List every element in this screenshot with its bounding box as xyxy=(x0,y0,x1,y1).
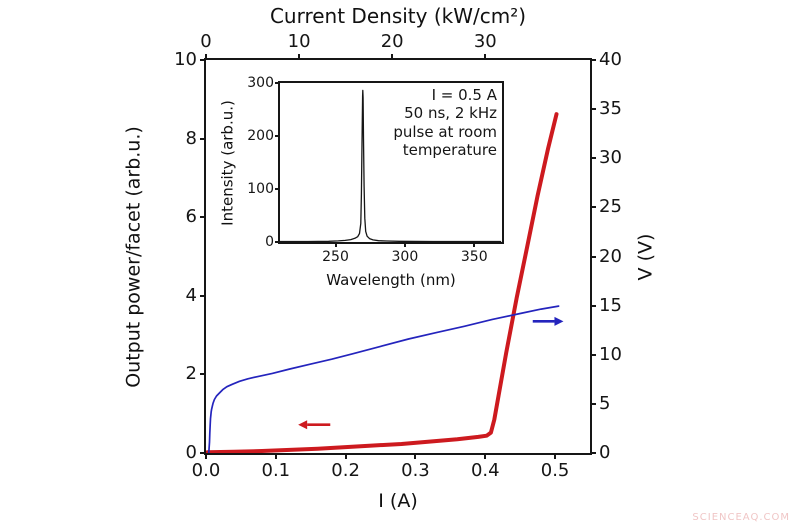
bottom-tick xyxy=(484,453,487,459)
annotation-line-4: temperature xyxy=(402,140,497,159)
left-tick xyxy=(200,452,206,454)
annotation-line-1: I = 0.5 A xyxy=(431,86,497,104)
inset-spectrum-svg xyxy=(280,89,502,242)
left-tick-label: 10 xyxy=(174,49,197,70)
main-plot: Current Density (kW/cm²) I (A) Output po… xyxy=(123,6,657,511)
bottom-tick-label: 0.5 xyxy=(540,460,570,481)
right-tick xyxy=(590,59,596,61)
top-tick-label: 10 xyxy=(287,31,311,52)
left-tick-label: 0 xyxy=(265,234,274,250)
left-tick xyxy=(200,216,206,219)
right-tick xyxy=(590,304,596,307)
watermark-text: SCIENCEAQ.COM xyxy=(692,512,790,523)
left-tick xyxy=(200,373,206,376)
right-tick-label: 0 xyxy=(599,442,611,463)
bottom-tick xyxy=(344,453,347,459)
bottom-tick xyxy=(334,242,337,247)
annotation-line-3: pulse at room xyxy=(393,122,497,141)
left-tick-label: 100 xyxy=(247,181,274,197)
left-tick-label: 6 xyxy=(185,206,197,228)
right-tick-label: 15 xyxy=(599,294,622,316)
top-tick-label: 20 xyxy=(380,31,404,52)
right-axis-label: V (V) xyxy=(634,233,657,280)
main-curves-svg xyxy=(206,112,564,453)
left-tick xyxy=(275,82,280,84)
left-tick xyxy=(200,294,206,297)
left-tick-label: 0 xyxy=(185,442,197,463)
right-tick-label: 25 xyxy=(599,196,622,218)
output-power-curve xyxy=(206,112,559,453)
left-tick-label: 2 xyxy=(185,363,197,385)
bottom-tick xyxy=(403,242,406,247)
top-tick xyxy=(298,54,301,60)
right-tick xyxy=(590,206,596,209)
inset-y-axis-label: Intensity (arb.u.) xyxy=(218,99,237,226)
right-tick xyxy=(590,353,596,356)
left-tick xyxy=(200,137,206,140)
left-tick xyxy=(275,241,280,243)
right-tick xyxy=(590,157,596,160)
right-tick-label: 30 xyxy=(599,147,622,169)
top-tick xyxy=(391,54,394,60)
top-tick xyxy=(484,54,487,60)
bottom-tick xyxy=(473,242,476,247)
bottom-tick-label: 0.3 xyxy=(401,460,430,481)
left-tick-label: 8 xyxy=(185,127,197,149)
bottom-tick-label: 0.0 xyxy=(191,460,221,481)
inset-plot: Wavelength (nm) Intensity (arb.u.) I = 0… xyxy=(219,76,504,288)
bottom-tick-label: 0.2 xyxy=(331,460,360,481)
top-tick-label: 30 xyxy=(473,31,497,52)
right-tick xyxy=(590,108,596,111)
bottom-tick-label: 250 xyxy=(322,249,349,265)
top-tick xyxy=(205,54,207,60)
bottom-tick xyxy=(554,453,557,459)
right-tick-label: 35 xyxy=(599,98,622,120)
bottom-tick xyxy=(414,453,417,459)
power-curve-arrow xyxy=(298,420,331,430)
left-axis-label: Output power/facet (arb.u.) xyxy=(122,125,145,388)
bottom-tick-label: 350 xyxy=(460,249,488,265)
left-tick-label: 200 xyxy=(247,128,274,144)
right-tick-label: 20 xyxy=(599,245,622,267)
inset-annotation: I = 0.5 A 50 ns, 2 kHz pulse at room tem… xyxy=(393,86,497,159)
annotation-line-2: 50 ns, 2 kHz xyxy=(404,104,497,123)
bottom-tick xyxy=(274,453,277,459)
bottom-tick-label: 0.1 xyxy=(261,460,291,481)
voltage-curve-arrow xyxy=(532,316,564,326)
left-tick xyxy=(275,188,280,190)
right-tick-label: 10 xyxy=(599,343,622,365)
voltage-curve xyxy=(207,305,560,453)
inset-x-axis-label: Wavelength (nm) xyxy=(326,271,456,289)
top-tick-label: 0 xyxy=(200,31,212,52)
right-tick xyxy=(590,402,596,405)
left-tick-label: 300 xyxy=(247,75,274,91)
right-tick xyxy=(590,255,596,258)
top-axis-label: Current Density (kW/cm²) xyxy=(269,4,527,28)
left-tick xyxy=(275,135,280,137)
right-tick-label: 5 xyxy=(599,392,611,414)
right-tick xyxy=(590,452,596,454)
bottom-tick-label: 0.4 xyxy=(470,460,500,481)
left-tick-label: 4 xyxy=(185,284,197,306)
right-tick-label: 40 xyxy=(599,49,622,70)
bottom-axis-label: I (A) xyxy=(378,490,418,512)
spectrum-curve xyxy=(280,89,502,242)
left-tick xyxy=(200,59,206,61)
bottom-tick-label: 300 xyxy=(391,249,419,265)
bottom-tick xyxy=(205,453,207,459)
